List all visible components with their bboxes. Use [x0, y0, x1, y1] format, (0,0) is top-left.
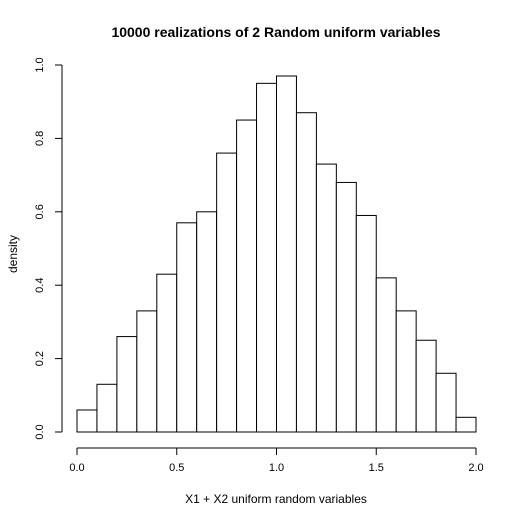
histogram-bar-11 [276, 75, 297, 433]
histogram-bar-17 [395, 310, 417, 433]
histogram-bar-4 [136, 310, 158, 433]
y-tick-label-5: 0.8 [34, 131, 46, 146]
bars-group [76, 75, 477, 433]
x-tick-label-3: 1.0 [269, 462, 284, 474]
histogram-bar-6 [176, 222, 198, 433]
y-axis: 0.0 0.2 0.4 0.6 0.8 1.0 [34, 57, 63, 440]
histogram-bar-9 [236, 119, 258, 433]
x-axis: 0.0 0.5 1.0 1.5 2.0 [69, 447, 484, 474]
histogram-bar-2 [96, 383, 118, 433]
y-axis-label: density [6, 235, 20, 273]
histogram-bar-19 [435, 372, 457, 433]
histogram-bar-12 [295, 112, 317, 433]
histogram-bar-18 [415, 339, 437, 433]
histogram-bar-14 [335, 181, 357, 433]
histogram-bar-8 [216, 152, 238, 433]
histogram-bar-7 [196, 211, 218, 433]
histogram-bar-20 [455, 416, 477, 433]
histogram-bar-3 [116, 336, 138, 433]
histogram-bar-5 [156, 273, 178, 433]
x-tick-label-4: 1.5 [369, 462, 384, 474]
y-tick-label-6: 1.0 [34, 57, 46, 72]
x-tick-label-5: 2.0 [468, 462, 483, 474]
y-tick-label-4: 0.6 [34, 204, 46, 219]
histogram-bar-10 [256, 82, 277, 433]
histogram-bar-1 [76, 409, 98, 433]
y-tick-label-2: 0.2 [34, 351, 46, 366]
x-tick-label-1: 0.0 [69, 462, 84, 474]
histogram-bar-15 [355, 214, 377, 433]
histogram-bar-16 [375, 277, 397, 433]
x-tick-label-2: 0.5 [169, 462, 184, 474]
y-tick-label-1: 0.0 [34, 424, 46, 439]
y-tick-label-3: 0.4 [34, 278, 46, 293]
chart-title: 10000 realizations of 2 Random uniform v… [111, 24, 440, 40]
x-axis-label: X1 + X2 uniform random variables [185, 492, 367, 506]
histogram-bar-13 [315, 163, 337, 433]
